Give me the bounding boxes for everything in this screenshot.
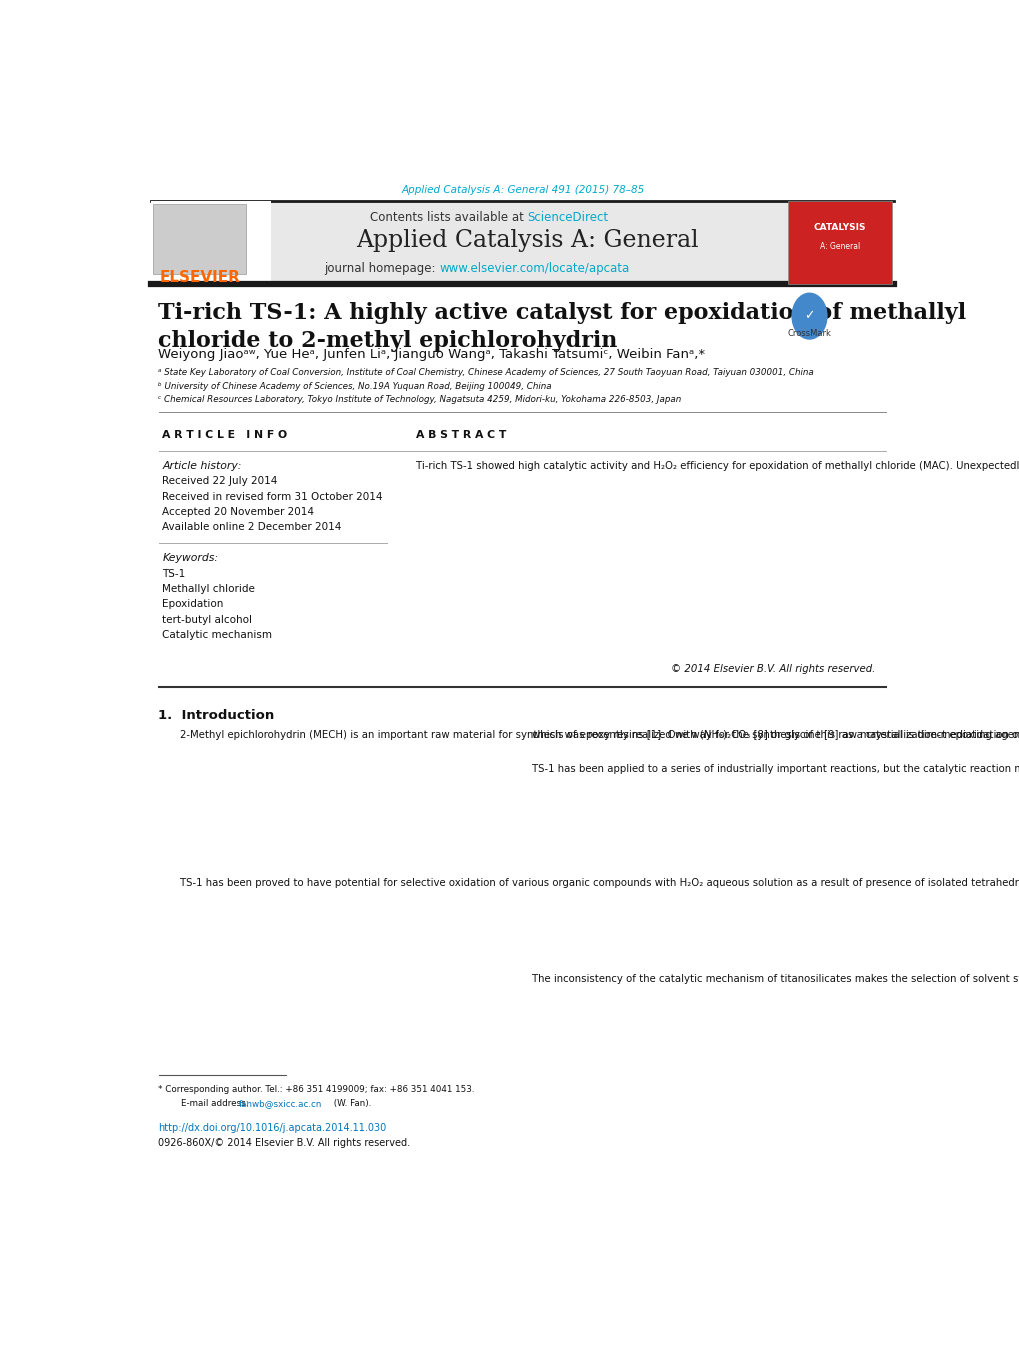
Text: Applied Catalysis A: General 491 (2015) 78–85: Applied Catalysis A: General 491 (2015) … [400, 185, 644, 196]
Bar [151, 200, 271, 284]
Text: Keywords:: Keywords: [162, 554, 218, 563]
Text: http://dx.doi.org/10.1016/j.apcata.2014.11.030: http://dx.doi.org/10.1016/j.apcata.2014.… [158, 1123, 386, 1133]
Text: 2-Methyl epichlorohydrin (MECH) is an important raw material for synthesis of ep: 2-Methyl epichlorohydrin (MECH) is an im… [180, 731, 1019, 740]
Text: TS-1: TS-1 [162, 569, 185, 578]
Text: TS-1 has been applied to a series of industrially important reactions, but the c: TS-1 has been applied to a series of ind… [532, 765, 1019, 774]
Text: ✓: ✓ [803, 309, 814, 323]
Bar [787, 200, 892, 284]
Bar [151, 200, 787, 284]
Text: Methallyl chloride: Methallyl chloride [162, 584, 255, 594]
Text: Epoxidation: Epoxidation [162, 600, 223, 609]
Text: CATALYSIS: CATALYSIS [813, 223, 865, 232]
Text: fanwb@sxicc.ac.cn: fanwb@sxicc.ac.cn [238, 1100, 321, 1108]
Text: Applied Catalysis A: General: Applied Catalysis A: General [356, 230, 698, 253]
Text: 1.  Introduction: 1. Introduction [158, 709, 274, 721]
Text: Received 22 July 2014: Received 22 July 2014 [162, 477, 277, 486]
Text: 0926-860X/© 2014 Elsevier B.V. All rights reserved.: 0926-860X/© 2014 Elsevier B.V. All right… [158, 1139, 411, 1148]
Text: Received in revised form 31 October 2014: Received in revised form 31 October 2014 [162, 492, 382, 501]
Circle shape [792, 293, 826, 339]
Text: Contents lists available at: Contents lists available at [370, 211, 527, 224]
Bar [153, 204, 246, 274]
Text: * Corresponding author. Tel.: +86 351 4199009; fax: +86 351 4041 153.: * Corresponding author. Tel.: +86 351 41… [158, 1085, 475, 1093]
Text: Article history:: Article history: [162, 461, 242, 471]
Text: ScienceDirect: ScienceDirect [527, 211, 608, 224]
Text: TS-1 has been proved to have potential for selective oxidation of various organi: TS-1 has been proved to have potential f… [180, 878, 1019, 888]
Text: ᵃ State Key Laboratory of Coal Conversion, Institute of Coal Chemistry, Chinese : ᵃ State Key Laboratory of Coal Conversio… [158, 369, 813, 377]
Text: CrossMark: CrossMark [787, 328, 830, 338]
Text: Catalytic mechanism: Catalytic mechanism [162, 631, 272, 640]
Text: © 2014 Elsevier B.V. All rights reserved.: © 2014 Elsevier B.V. All rights reserved… [671, 665, 874, 674]
Text: Available online 2 December 2014: Available online 2 December 2014 [162, 523, 341, 532]
Text: (W. Fan).: (W. Fan). [331, 1100, 371, 1108]
Text: ELSEVIER: ELSEVIER [159, 270, 239, 285]
Text: which was recently realized with (NH₃)₂CO₃ [8] or glycine [9] as a crystallizati: which was recently realized with (NH₃)₂C… [532, 731, 1019, 740]
Text: A: General: A: General [819, 242, 859, 251]
Text: ᵇ University of Chinese Academy of Sciences, No.19A Yuquan Road, Beijing 100049,: ᵇ University of Chinese Academy of Scien… [158, 382, 551, 392]
Text: Ti-rich TS-1: A highly active catalyst for epoxidation of methallyl
chloride to : Ti-rich TS-1: A highly active catalyst f… [158, 303, 966, 353]
Text: A R T I C L E   I N F O: A R T I C L E I N F O [162, 430, 287, 440]
Text: ᶜ Chemical Resources Laboratory, Tokyo Institute of Technology, Nagatsuta 4259, : ᶜ Chemical Resources Laboratory, Tokyo I… [158, 394, 681, 404]
Text: A B S T R A C T: A B S T R A C T [416, 430, 505, 440]
Text: The inconsistency of the catalytic mechanism of titanosilicates makes the select: The inconsistency of the catalytic mecha… [532, 974, 1019, 985]
Text: Accepted 20 November 2014: Accepted 20 November 2014 [162, 507, 314, 517]
Text: Weiyong Jiaoᵃʷ, Yue Heᵃ, Junfen Liᵃ, Jianguo Wangᵃ, Takashi Tatsumiᶜ, Weibin Fan: Weiyong Jiaoᵃʷ, Yue Heᵃ, Junfen Liᵃ, Jia… [158, 349, 705, 362]
Text: tert-butyl alcohol: tert-butyl alcohol [162, 615, 252, 626]
Text: www.elsevier.com/locate/apcata: www.elsevier.com/locate/apcata [439, 262, 630, 274]
Text: journal homepage:: journal homepage: [324, 262, 439, 274]
Text: Ti-rich TS-1 showed high catalytic activity and H₂O₂ efficiency for epoxidation : Ti-rich TS-1 showed high catalytic activ… [416, 461, 1019, 471]
Text: E-mail address:: E-mail address: [170, 1100, 252, 1108]
